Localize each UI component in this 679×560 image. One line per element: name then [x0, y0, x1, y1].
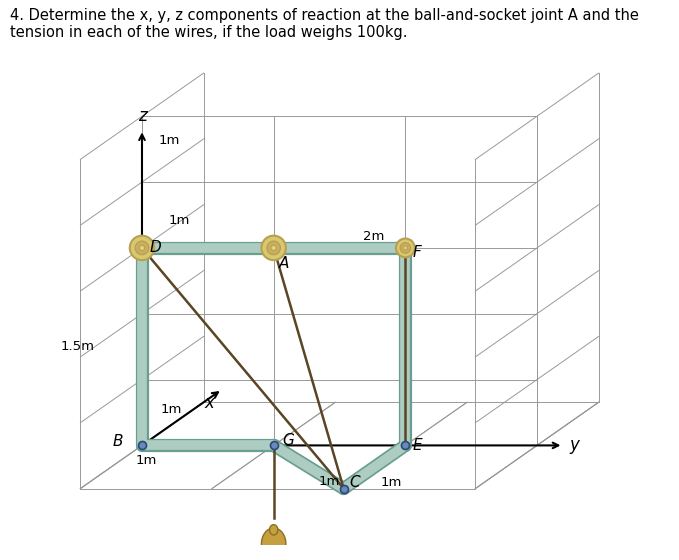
- Text: tension in each of the wires, if the load weighs 100kg.: tension in each of the wires, if the loa…: [10, 25, 407, 40]
- Text: 1m: 1m: [135, 454, 157, 468]
- Text: E: E: [413, 438, 422, 453]
- Text: x: x: [204, 394, 215, 412]
- Circle shape: [396, 239, 415, 257]
- Circle shape: [135, 241, 149, 255]
- Text: 1m: 1m: [159, 134, 181, 147]
- Circle shape: [267, 241, 280, 255]
- Text: B: B: [113, 434, 123, 449]
- Text: 1m: 1m: [169, 214, 190, 227]
- Text: 4. Determine the x, y, z components of reaction at the ball-and-socket joint A a: 4. Determine the x, y, z components of r…: [10, 8, 639, 24]
- Text: 1m: 1m: [318, 474, 340, 488]
- Circle shape: [130, 236, 154, 260]
- Text: D: D: [149, 240, 162, 255]
- Circle shape: [139, 245, 145, 250]
- Text: 1.5m: 1.5m: [61, 340, 95, 353]
- Text: G: G: [282, 433, 294, 448]
- Text: A: A: [279, 256, 290, 272]
- Text: F: F: [413, 245, 422, 260]
- Polygon shape: [261, 528, 286, 560]
- Text: z: z: [138, 107, 147, 125]
- Text: 2m: 2m: [363, 230, 384, 243]
- Text: C: C: [349, 475, 360, 491]
- Text: 1m: 1m: [380, 477, 401, 489]
- Text: y: y: [569, 436, 579, 454]
- Circle shape: [400, 242, 411, 253]
- Circle shape: [403, 246, 407, 250]
- Polygon shape: [270, 525, 278, 535]
- Text: 1m: 1m: [160, 403, 181, 416]
- Circle shape: [261, 236, 286, 260]
- Circle shape: [271, 245, 276, 250]
